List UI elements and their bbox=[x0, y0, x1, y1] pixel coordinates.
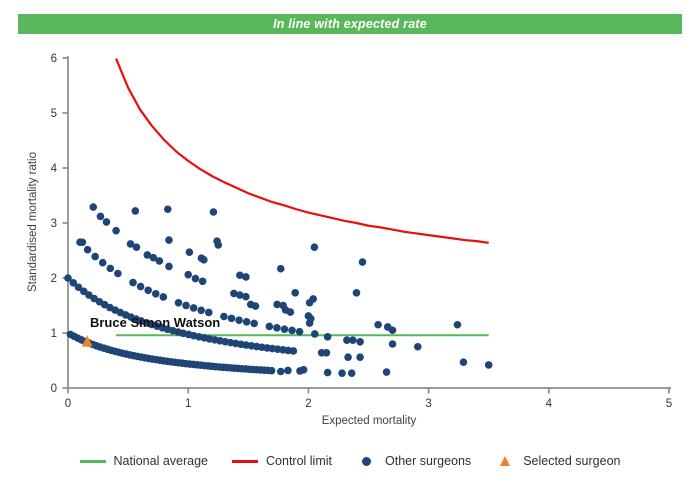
national-average-line-swatch bbox=[79, 459, 106, 463]
status-banner: In line with expected rate bbox=[18, 14, 682, 34]
axes: 0 1 2 3 4 5 6 0 1 2 3 4 5 Expected mortality Standardi… bbox=[27, 53, 672, 427]
chart-legend: National average Control limit Other sur… bbox=[0, 454, 700, 468]
y-axis-title: Standardised mortality ratio bbox=[27, 152, 39, 292]
y-tick-label: 5 bbox=[51, 108, 57, 120]
selected-surgeon-triangle-swatch bbox=[500, 456, 511, 466]
legend-item-selected-surgeon: Selected surgeon bbox=[495, 454, 620, 468]
y-tick-label: 2 bbox=[51, 273, 57, 285]
x-tick-label: 2 bbox=[305, 398, 311, 410]
legend-label: Control limit bbox=[266, 454, 333, 468]
x-tick-label: 5 bbox=[666, 398, 672, 410]
x-tick-label: 1 bbox=[185, 398, 191, 410]
x-tick-label: 3 bbox=[425, 398, 431, 410]
x-axis-title: Expected mortality bbox=[322, 415, 417, 427]
selected-surgeon-marker bbox=[81, 335, 93, 347]
legend-item-other-surgeons: Other surgeons bbox=[356, 454, 471, 468]
legend-label: Other surgeons bbox=[385, 454, 472, 468]
other-surgeons-dot-swatch bbox=[362, 456, 372, 466]
y-tick-label: 6 bbox=[51, 53, 57, 65]
x-tick-label: 4 bbox=[546, 398, 553, 410]
legend-item-national-average: National average bbox=[79, 454, 209, 468]
legend-label: Selected surgeon bbox=[523, 454, 621, 468]
y-tick-label: 3 bbox=[51, 218, 57, 230]
control-limit-line-swatch bbox=[232, 459, 259, 463]
legend-item-control-limit: Control limit bbox=[232, 454, 332, 468]
control-limit-curve bbox=[115, 58, 489, 244]
chart-canvas: 0 1 2 3 4 5 6 0 1 2 3 4 5 Expected mortality Standardi… bbox=[27, 53, 672, 427]
smr-funnel-chart: 0 1 2 3 4 5 6 0 1 2 3 4 5 Expected mortality Standardi… bbox=[27, 53, 672, 427]
legend-label: National average bbox=[113, 454, 209, 468]
y-tick-label: 4 bbox=[51, 163, 58, 175]
status-banner-text: In line with expected rate bbox=[273, 17, 427, 31]
other-surgeons-points bbox=[64, 203, 493, 377]
selected-surgeon-label: Bruce Simon Watson bbox=[90, 315, 220, 330]
y-tick-label: 1 bbox=[51, 328, 57, 340]
y-tick-label: 0 bbox=[51, 383, 57, 395]
x-tick-label: 0 bbox=[65, 398, 71, 410]
